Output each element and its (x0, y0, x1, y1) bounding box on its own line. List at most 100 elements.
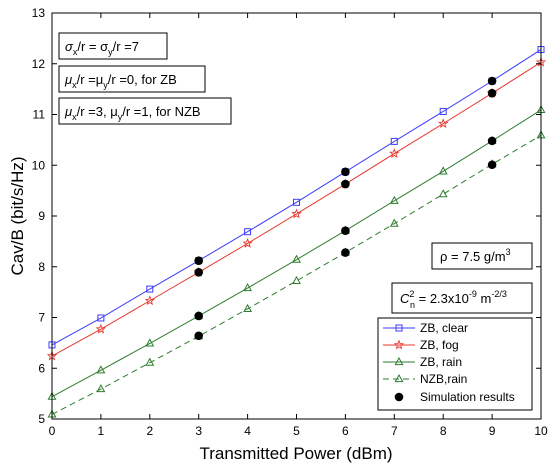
series-line-3 (51, 134, 542, 415)
series-2-marker (243, 283, 253, 292)
annotation-mu-zb-a: μ (64, 72, 72, 87)
y-axis: 5 6 7 8 9 10 11 12 13 (32, 6, 541, 426)
y-tick-label: 9 (38, 209, 45, 223)
legend-swatch-marker-1 (393, 339, 405, 350)
series-0-marker (390, 137, 398, 145)
series-0-marker (146, 285, 154, 293)
annotation-cn2-c: C (400, 291, 410, 306)
annotation-sigma-a: σ (65, 39, 74, 54)
simulation-points (194, 76, 497, 341)
simulation-point (194, 331, 203, 341)
annotation-sigma-a-sub: x (73, 47, 78, 57)
legend-swatch-marker-0 (395, 324, 403, 332)
y-tick-label: 7 (38, 311, 45, 325)
annotation-rho-box (431, 242, 533, 270)
legend-box (377, 317, 533, 411)
annotation-mu-nzb-a: μ (64, 104, 72, 119)
x-tick-label: 8 (440, 424, 447, 438)
series-3-marker (438, 189, 448, 198)
annotation-sigma: σx/r = σy/r =7 (58, 32, 168, 60)
legend: ZB, clear ZB, fog ZB, rain NZB,rain Simu… (377, 317, 533, 411)
annotation-cn2-value: = 2.3x10 (415, 291, 469, 306)
series-3-marker (389, 218, 399, 227)
series-1-marker (291, 208, 302, 219)
plot-lines (51, 49, 542, 415)
legend-label-simulation: Simulation results (420, 390, 515, 404)
series-2-marker (292, 254, 301, 263)
simulation-point (194, 256, 203, 265)
simulation-point (487, 88, 497, 98)
annotation-cn2-unit-sup: -2/3 (491, 289, 507, 299)
simulation-point (194, 268, 203, 277)
series-3-marker (96, 384, 106, 393)
x-tick-label: 3 (195, 424, 202, 438)
annotation-mu-zb-box (58, 65, 206, 93)
svg-text:σx/r = σy/r =7: σx/r = σy/r =7 (65, 39, 139, 57)
y-axis-label: Cav/B (bit/s/Hz) (8, 156, 27, 275)
series-2-marker (96, 365, 106, 374)
annotation-mu-nzb-b-sub: y (118, 112, 123, 122)
annotation-mu-nzb-a-sub: x (72, 112, 77, 122)
series-line-2 (51, 109, 542, 398)
annotation-mu-zb-b: /r =μ (77, 72, 104, 87)
simulation-point (487, 160, 497, 170)
annotation-mu-zb: μx/r =μy/r =0, for ZB (58, 65, 206, 93)
series-3-marker (292, 275, 301, 285)
annotation-cn2-sup: 2 (409, 289, 414, 299)
series-2-marker (389, 195, 399, 204)
legend-label-nzb-rain: NZB,rain (420, 372, 467, 386)
annotation-cn2-sub: n (410, 300, 415, 310)
annotation-rho: ρ = 7.5 g/m3 (431, 242, 533, 270)
simulation-point (341, 248, 350, 257)
series-2-marker (145, 338, 155, 347)
series-0-marker (97, 314, 105, 322)
simulation-point (487, 136, 497, 146)
annotation-mu-zb-a-sub: x (72, 80, 77, 90)
annotation-cn2-box (391, 282, 533, 314)
annotation-rho-sup: 3 (506, 247, 511, 257)
y-tick-label: 5 (38, 412, 45, 426)
annotation-cn2: C2 n = 2.3x10-9 m-2/3 (391, 282, 533, 314)
legend-label-zb-rain: ZB, rain (420, 355, 462, 369)
annotation-sigma-b: /r = σ (77, 39, 108, 54)
annotation-mu-nzb-box (58, 97, 232, 125)
svg-text:μx/r =3, μy/r =1, for NZB: μx/r =3, μy/r =1, for NZB (64, 104, 201, 122)
legend-label-zb-fog: ZB, fog (420, 338, 459, 352)
legend-swatch-marker-3 (394, 373, 404, 383)
x-axis-label: Transmitted Power (dBm) (199, 444, 392, 463)
x-tick-label: 2 (146, 424, 153, 438)
annotation-cn2-value-sup: -9 (469, 289, 477, 299)
legend-swatch-simulation (394, 392, 404, 402)
x-tick-label: 6 (342, 424, 349, 438)
annotation-sigma-box (58, 32, 168, 60)
simulation-point (341, 226, 350, 236)
simulation-point (341, 167, 350, 177)
series-1-marker (144, 295, 155, 306)
series-3-marker (145, 357, 155, 366)
annotation-mu-zb-b-sub: y (103, 80, 108, 90)
series-0-marker (439, 107, 447, 115)
x-tick-label: 10 (534, 424, 548, 438)
x-tick-label: 1 (98, 424, 105, 438)
x-axis: 0 1 2 3 4 5 6 7 8 9 10 (49, 13, 548, 438)
annotation-mu-nzb-c: /r =1, for NZB (122, 104, 200, 119)
y-tick-label: 8 (38, 260, 45, 274)
series-1-marker (438, 118, 449, 129)
y-tick-label: 10 (32, 158, 46, 172)
annotation-mu-zb-c: /r =0, for ZB (108, 72, 177, 87)
series-line-1 (51, 61, 542, 357)
series-0-marker (244, 228, 252, 236)
legend-swatches (383, 324, 415, 402)
simulation-point (194, 311, 203, 321)
series-0-marker (293, 198, 300, 206)
series-2-marker (438, 166, 448, 175)
legend-label-zb-clear: ZB, clear (420, 321, 468, 335)
annotation-sigma-b-sub: y (108, 47, 113, 57)
simulation-point (487, 76, 497, 86)
svg-text:μx/r =μy/r =0, for ZB: μx/r =μy/r =0, for ZB (64, 72, 177, 90)
series-1-marker (389, 148, 400, 158)
y-tick-label: 12 (32, 57, 46, 71)
annotation-mu-nzb: μx/r =3, μy/r =1, for NZB (58, 97, 232, 125)
x-tick-label: 7 (391, 424, 398, 438)
